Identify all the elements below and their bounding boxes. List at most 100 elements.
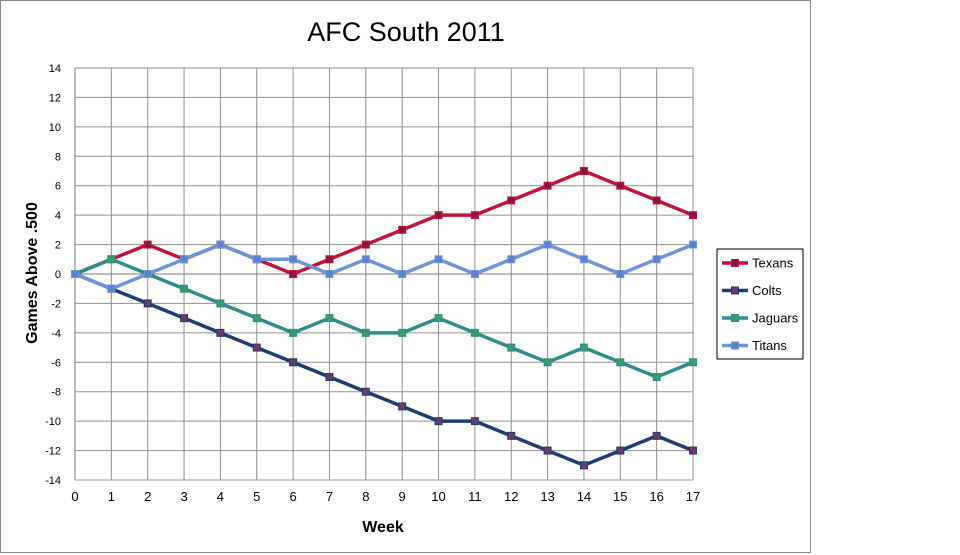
y-tick-label: 2	[55, 240, 61, 252]
data-point	[689, 211, 697, 220]
y-axis-title: Games Above .500	[24, 202, 41, 344]
y-tick-label: -2	[51, 298, 61, 310]
data-point	[325, 314, 334, 323]
x-tick-label: 11	[468, 489, 482, 504]
data-point	[361, 255, 370, 264]
legend-item-colts: Colts	[722, 283, 782, 298]
legend-marker	[731, 341, 739, 350]
data-point	[216, 299, 225, 308]
x-tick-label: 9	[399, 489, 406, 504]
legend-item-titans: Titans	[722, 338, 787, 353]
x-tick-label: 12	[504, 489, 518, 504]
x-tick-label: 2	[144, 489, 151, 504]
data-point	[543, 240, 552, 249]
data-point	[507, 431, 516, 440]
series-texans	[71, 167, 697, 278]
data-point	[289, 255, 298, 264]
series-lines	[71, 167, 697, 470]
data-point	[289, 328, 298, 337]
y-tick-label: -14	[45, 475, 61, 487]
data-point	[361, 387, 370, 396]
y-tick-label: -8	[51, 387, 61, 399]
data-point	[361, 240, 370, 249]
legend-marker	[731, 259, 739, 267]
data-point	[289, 358, 298, 367]
data-point	[216, 240, 225, 249]
legend-item-jaguars: Jaguars	[722, 311, 799, 326]
data-point	[252, 255, 261, 264]
series-line-colts	[74, 272, 694, 468]
x-tick-label: 7	[326, 489, 333, 504]
legend-label: Jaguars	[752, 311, 799, 326]
data-point	[579, 167, 588, 175]
y-tick-label: 6	[55, 181, 61, 193]
data-point	[616, 181, 625, 190]
data-point	[216, 328, 225, 337]
y-tick-label: -6	[51, 357, 61, 369]
data-point	[616, 270, 625, 278]
data-point	[652, 373, 661, 381]
x-tick-label: 14	[577, 489, 591, 504]
legend-marker	[731, 314, 739, 322]
data-point	[107, 284, 116, 293]
x-tick-label: 3	[180, 489, 187, 504]
x-tick-label: 10	[431, 489, 445, 504]
data-point	[143, 299, 152, 308]
legend: Texans Colts Jaguars Titans	[716, 248, 804, 360]
y-tick-label: -12	[45, 446, 61, 458]
x-tick-label: 8	[362, 489, 369, 504]
data-point	[689, 240, 697, 249]
y-tick-label: -10	[45, 416, 61, 428]
legend-item-texans: Texans	[722, 256, 794, 271]
data-point	[543, 181, 552, 190]
line-chart: AFC South 2011 Games Above .500 Week -14…	[24, 17, 804, 536]
x-tick-label: 16	[649, 489, 663, 504]
data-point	[252, 314, 261, 323]
x-tick-label: 6	[290, 489, 297, 504]
x-tick-label: 15	[613, 489, 627, 504]
data-point	[470, 211, 479, 220]
data-point	[398, 402, 407, 411]
data-point	[652, 255, 661, 264]
series-line-titans	[74, 242, 694, 291]
data-point	[579, 255, 588, 264]
data-point	[507, 255, 516, 264]
data-point	[543, 446, 552, 455]
x-tick-label: 17	[686, 489, 700, 504]
data-point	[325, 255, 334, 264]
legend-marker	[731, 286, 739, 295]
x-tick-label: 13	[540, 489, 554, 504]
series-titans	[71, 240, 697, 293]
series-line-jaguars	[74, 257, 694, 379]
chart-area: AFC South 2011 Games Above .500 Week -14…	[0, 0, 811, 553]
data-point	[325, 373, 334, 381]
data-point	[434, 211, 443, 220]
x-tick-label: 0	[71, 489, 78, 504]
y-tick-label: 10	[49, 122, 61, 134]
data-point	[434, 255, 443, 264]
y-tick-label: 8	[55, 151, 61, 163]
legend-label: Colts	[752, 283, 782, 298]
data-point	[507, 343, 516, 352]
x-tick-label: 1	[108, 489, 115, 504]
data-point	[470, 417, 479, 426]
data-point	[398, 328, 407, 337]
legend-label: Titans	[752, 338, 787, 353]
data-point	[470, 328, 479, 337]
y-tick-label: 4	[55, 210, 61, 222]
data-point	[143, 270, 152, 278]
data-point	[71, 270, 79, 278]
data-point	[361, 328, 370, 337]
data-point	[616, 358, 625, 367]
data-point	[616, 446, 625, 455]
x-axis-title: Week	[362, 519, 404, 536]
data-point	[252, 343, 261, 352]
data-point	[398, 225, 407, 234]
data-point	[143, 240, 152, 249]
data-point	[543, 358, 552, 367]
series-jaguars	[71, 255, 697, 381]
data-point	[398, 270, 407, 278]
data-point	[652, 196, 661, 205]
data-point	[470, 270, 479, 278]
